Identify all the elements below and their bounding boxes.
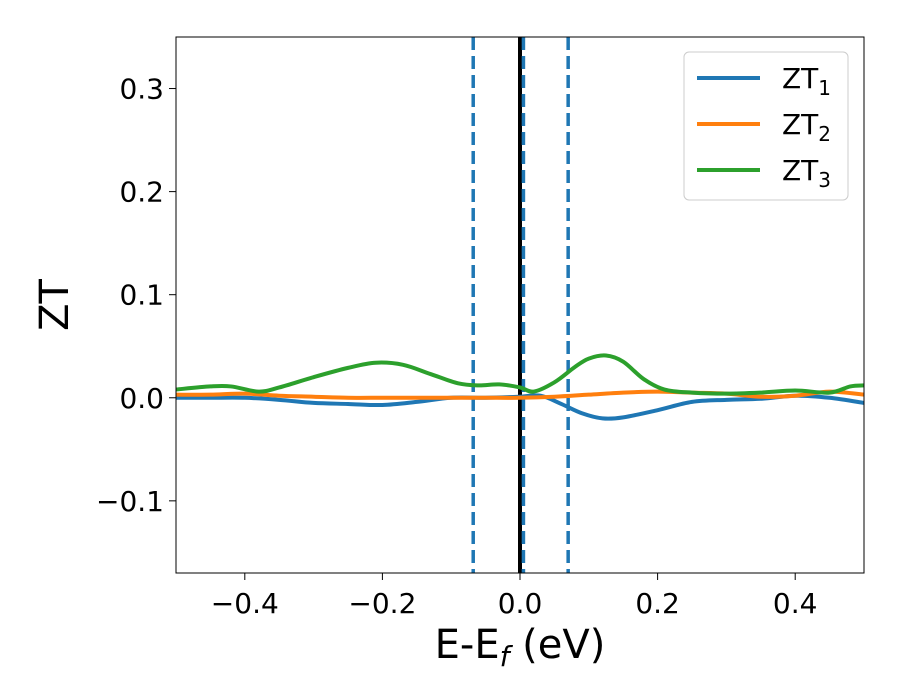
x-axis-title: E-Ef (eV) [435,622,606,673]
x-tick-label: −0.4 [211,587,279,620]
y-tick-label: 0.2 [119,176,164,209]
series-line-zt3 [176,353,864,396]
legend-box [683,51,849,201]
y-tick-label: 0.3 [119,73,164,106]
legend-label-main: ZT [782,108,819,141]
x-tick-label: 0.4 [773,587,818,620]
legend-label-sub: 2 [818,122,831,146]
x-tick-label: 0.0 [498,587,543,620]
y-axis-title: ZT [32,279,78,331]
series-line-zt2 [176,389,864,400]
legend-label-sub: 3 [818,168,831,192]
legend-label: ZT2 [782,108,831,146]
y-tick-label: −0.1 [96,485,164,518]
legend-label-main: ZT [782,154,819,187]
legend-label-sub: 1 [818,76,831,100]
y-tick-label: 0.1 [119,279,164,312]
legend-label: ZT3 [782,154,831,192]
legend-label-main: ZT [782,62,819,95]
x-axis-title-main: E-E [435,622,500,668]
x-tick-label: 0.2 [635,587,680,620]
x-axis-title-unit: (eV) [509,622,605,668]
x-tick-label: −0.2 [348,587,416,620]
legend-label: ZT1 [782,62,831,100]
y-tick-label: 0.0 [119,382,164,415]
